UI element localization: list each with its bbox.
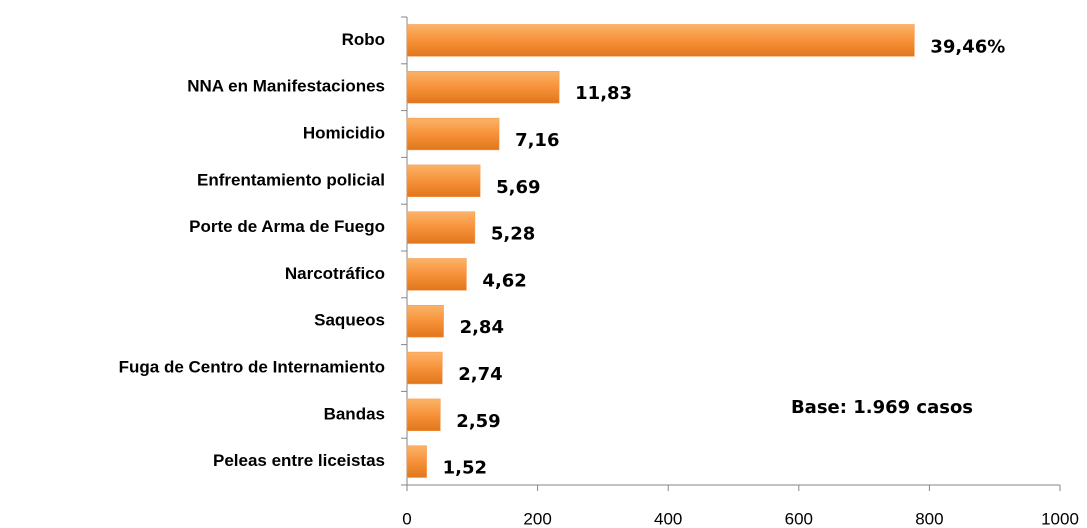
y-tick-label: Fuga de Centro de Internamiento	[119, 357, 385, 376]
bar	[406, 258, 467, 291]
data-label: 1,52	[443, 458, 487, 479]
y-tick-label: Peleas entre liceistas	[213, 451, 385, 470]
y-tick-label: Saqueos	[314, 311, 385, 330]
x-tick-label: 800	[915, 509, 943, 528]
y-tick-label: Porte de Arma de Fuego	[189, 217, 385, 236]
data-label: 2,74	[458, 364, 502, 385]
data-label: 2,59	[456, 411, 500, 432]
x-tick-label: 600	[785, 509, 813, 528]
data-label: 5,69	[496, 177, 540, 198]
bar	[406, 164, 481, 197]
bar	[406, 71, 560, 104]
bar	[406, 24, 915, 57]
y-tick-label: NNA en Manifestaciones	[187, 77, 385, 96]
y-tick-label: Robo	[342, 30, 385, 49]
bar	[406, 117, 500, 151]
data-label: 7,16	[515, 130, 559, 151]
y-tick-label: Bandas	[324, 404, 385, 423]
x-tick-label: 200	[523, 509, 551, 528]
bar	[406, 211, 476, 244]
annotation: Base: 1.969 casos	[791, 397, 973, 418]
data-label: 39,46%	[930, 36, 1005, 57]
y-tick-label: Narcotráfico	[285, 264, 385, 283]
data-label: 5,28	[491, 224, 535, 245]
y-tick-label: Homicidio	[303, 123, 385, 142]
x-tick-label: 400	[654, 509, 682, 528]
data-label: 11,83	[575, 83, 632, 104]
bar	[406, 398, 441, 431]
data-label: 4,62	[482, 270, 526, 291]
y-tick-label: Enfrentamiento policial	[197, 170, 385, 189]
bar	[406, 351, 443, 385]
x-tick-label: 1000	[1041, 509, 1079, 528]
bar	[406, 305, 444, 338]
x-tick-label: 0	[402, 509, 411, 528]
data-label: 2,84	[460, 317, 504, 338]
bar	[406, 445, 427, 478]
